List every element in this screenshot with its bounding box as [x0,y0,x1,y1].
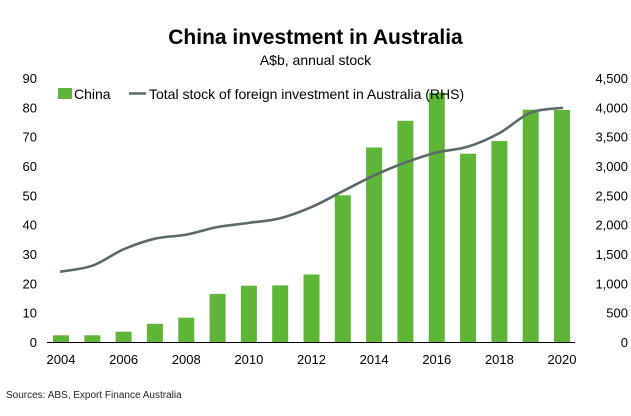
bar-china-2020 [554,110,570,342]
chart-title: China investment in Australia [168,26,463,49]
right-y-tick-500: 500 [606,306,628,321]
bar-china-2010 [240,285,257,342]
bar-china-2015 [397,120,414,342]
bar-china-2014 [366,147,383,342]
left-y-tick-60: 60 [23,159,37,174]
right-y-tick-2,500: 2,500 [595,188,628,203]
left-y-axis-ticks: 0 10 20 30 40 50 60 70 80 90 [23,71,37,350]
bar-china-2006 [115,331,132,342]
right-y-tick-4,500: 4,500 [595,71,628,86]
bar-china-2019 [522,109,539,342]
bar-china-2013 [334,195,351,342]
left-y-tick-80: 80 [23,100,37,115]
bar-china-2011 [272,285,289,342]
bar-series-china [53,92,570,342]
left-y-tick-40: 40 [23,218,37,233]
left-y-tick-20: 20 [23,276,37,291]
x-tick-2006: 2006 [109,352,138,367]
right-y-tick-3,500: 3,500 [595,130,628,145]
right-y-tick-0: 0 [621,335,628,350]
bar-china-2009 [209,293,226,342]
right-y-tick-4,000: 4,000 [595,100,628,115]
source-note: Sources: ABS, Export Finance Australia [6,390,182,401]
right-y-tick-3,000: 3,000 [595,159,628,174]
legend-label-china: China [74,86,111,102]
bar-china-2017 [460,153,477,342]
x-tick-2010: 2010 [234,352,263,367]
x-tick-2008: 2008 [172,352,201,367]
right-y-tick-1,500: 1,500 [595,247,628,262]
bar-china-2016 [428,92,445,342]
left-y-tick-70: 70 [23,130,37,145]
bar-china-2004 [53,335,69,342]
right-y-axis-ticks: 0 500 1,000 1,500 2,000 2,500 3,000 3,500 4,000 4… [595,71,628,350]
x-tick-2004: 2004 [47,352,76,367]
line-series-total-foreign-investment [59,106,564,273]
legend: China Total stock of foreign investment … [58,86,464,102]
x-tick-2012: 2012 [297,352,326,367]
left-y-tick-0: 0 [30,335,37,350]
x-tick-2018: 2018 [485,352,514,367]
left-y-tick-10: 10 [23,306,37,321]
left-y-tick-90: 90 [23,71,37,86]
right-y-tick-1,000: 1,000 [595,276,628,291]
chart-subtitle: A$b, annual stock [259,52,372,68]
bar-china-2012 [303,274,320,342]
bar-china-2008 [178,317,195,342]
left-y-tick-30: 30 [23,247,37,262]
x-axis-ticks: 2004 2006 2008 2010 2012 2014 2016 2018 2020 [47,352,577,367]
legend-swatch-china [58,88,72,99]
legend-label-total: Total stock of foreign investment in Aus… [149,86,464,102]
x-tick-2020: 2020 [548,352,577,367]
bar-china-2018 [491,141,508,342]
right-y-tick-2,000: 2,000 [595,218,628,233]
x-tick-2014: 2014 [360,352,389,367]
bar-china-2007 [146,323,163,342]
left-y-tick-50: 50 [23,188,37,203]
bar-china-2005 [84,335,101,342]
x-tick-2016: 2016 [422,352,451,367]
